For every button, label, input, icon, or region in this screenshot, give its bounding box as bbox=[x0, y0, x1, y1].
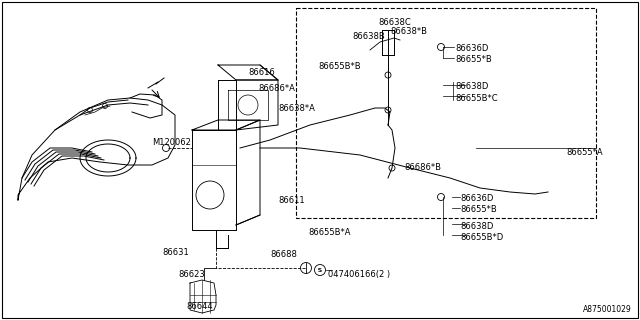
Text: 86638C: 86638C bbox=[378, 18, 411, 27]
Text: 86616: 86616 bbox=[248, 68, 275, 77]
Text: 86638D: 86638D bbox=[455, 82, 488, 91]
Text: 86638B: 86638B bbox=[352, 32, 385, 41]
Text: 86686*A: 86686*A bbox=[258, 84, 295, 93]
Text: 047406166(2 ): 047406166(2 ) bbox=[328, 270, 390, 279]
Text: 86638D: 86638D bbox=[460, 222, 493, 231]
Text: 86655*B: 86655*B bbox=[455, 55, 492, 64]
Text: A875001029: A875001029 bbox=[583, 305, 632, 314]
Text: 86686*B: 86686*B bbox=[404, 163, 441, 172]
Text: 86655*A: 86655*A bbox=[566, 148, 603, 157]
Text: 86623: 86623 bbox=[178, 270, 205, 279]
Text: 86655B*D: 86655B*D bbox=[460, 233, 503, 242]
Text: 86655B*C: 86655B*C bbox=[455, 94, 498, 103]
Bar bbox=[296, 8, 596, 218]
Text: 86631: 86631 bbox=[162, 248, 189, 257]
Text: 86644: 86644 bbox=[186, 302, 212, 311]
Text: 86638*A: 86638*A bbox=[278, 104, 315, 113]
Text: 86655B*B: 86655B*B bbox=[318, 62, 360, 71]
Text: 86638*B: 86638*B bbox=[390, 27, 427, 36]
Text: 86611: 86611 bbox=[278, 196, 305, 205]
Text: 86688: 86688 bbox=[270, 250, 297, 259]
Text: M120062: M120062 bbox=[152, 138, 191, 147]
Text: 86636D: 86636D bbox=[455, 44, 488, 53]
Text: S: S bbox=[318, 268, 322, 273]
Text: S: S bbox=[318, 268, 322, 273]
Text: 86655B*A: 86655B*A bbox=[308, 228, 351, 237]
Text: 86655*B: 86655*B bbox=[460, 205, 497, 214]
Text: 86636D: 86636D bbox=[460, 194, 493, 203]
